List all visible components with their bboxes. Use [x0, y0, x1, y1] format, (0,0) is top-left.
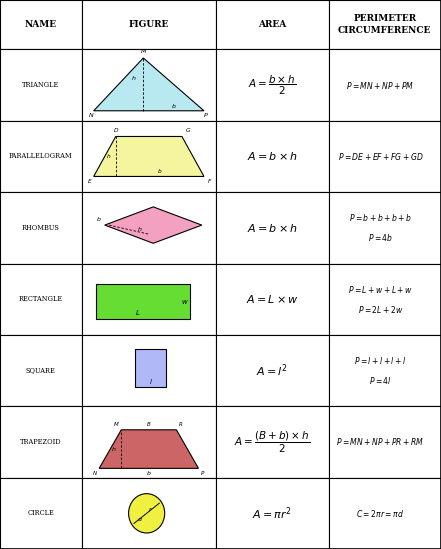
Bar: [0, 264, 82, 335]
Bar: [82, 335, 216, 406]
Text: TRIANGLE: TRIANGLE: [22, 81, 60, 89]
Bar: [216, 335, 329, 406]
Bar: [329, 478, 441, 549]
Text: $A=L\times w$: $A=L\times w$: [246, 293, 299, 305]
Text: l: l: [149, 379, 151, 385]
Text: TRAPEZOID: TRAPEZOID: [20, 438, 62, 446]
Bar: [96, 284, 190, 319]
Bar: [329, 121, 441, 192]
Text: w: w: [181, 299, 187, 305]
Bar: [216, 121, 329, 192]
Bar: [0, 478, 82, 549]
Bar: [82, 192, 216, 264]
Bar: [135, 349, 166, 387]
Text: $A=\dfrac{b\times h}{2}$: $A=\dfrac{b\times h}{2}$: [248, 74, 296, 97]
Text: $P=MN+NP+PR+RM$: $P=MN+NP+PR+RM$: [336, 436, 424, 447]
Bar: [0, 335, 82, 406]
Bar: [82, 0, 216, 49]
Text: PARALLELOGRAM: PARALLELOGRAM: [9, 153, 73, 160]
Text: PERIMETER
CIRCUMFERENCE: PERIMETER CIRCUMFERENCE: [338, 14, 431, 36]
Bar: [329, 406, 441, 478]
Text: $P = l+l+l+l$
$P = 4l$: $P = l+l+l+l$ $P = 4l$: [354, 355, 407, 386]
Text: $A=\dfrac{(B+b)\times h}{2}$: $A=\dfrac{(B+b)\times h}{2}$: [234, 429, 310, 455]
Bar: [216, 264, 329, 335]
Text: $P = L+w+L+w$
$P = 2L+2w$: $P = L+w+L+w$ $P = 2L+2w$: [348, 284, 413, 315]
Text: h: h: [131, 76, 135, 81]
Text: P: P: [204, 113, 208, 118]
Text: $P=DE+EF+FG+GD$: $P=DE+EF+FG+GD$: [337, 151, 423, 162]
Text: F: F: [208, 179, 211, 184]
Text: N: N: [89, 113, 94, 118]
Bar: [0, 49, 82, 121]
Bar: [216, 192, 329, 264]
Bar: [0, 121, 82, 192]
Bar: [82, 121, 216, 192]
Text: $P=MN+NP+PM$: $P=MN+NP+PM$: [346, 80, 415, 91]
Bar: [82, 49, 216, 121]
Bar: [0, 0, 82, 49]
Bar: [329, 192, 441, 264]
Text: h: h: [112, 446, 116, 452]
Text: b: b: [158, 169, 162, 174]
Text: r: r: [149, 507, 151, 512]
Bar: [216, 478, 329, 549]
Polygon shape: [105, 207, 202, 243]
Bar: [216, 49, 329, 121]
Bar: [0, 406, 82, 478]
Text: B: B: [147, 422, 151, 427]
Text: L: L: [136, 310, 140, 316]
Text: RHOMBUS: RHOMBUS: [22, 224, 60, 232]
Text: b: b: [147, 471, 151, 476]
Text: $C = 2\pi r = \pi d$: $C = 2\pi r = \pi d$: [356, 508, 404, 519]
Text: N: N: [93, 471, 97, 476]
Bar: [216, 0, 329, 49]
Text: $P = b+b+b+b$
$P = 4b$: $P = b+b+b+b$ $P = 4b$: [349, 212, 412, 243]
Text: d: d: [138, 517, 142, 522]
Text: M: M: [114, 422, 119, 427]
Text: CIRCLE: CIRCLE: [27, 509, 54, 517]
Text: $A=l^{2}$: $A=l^{2}$: [256, 362, 288, 379]
Text: E: E: [88, 179, 91, 184]
Bar: [82, 478, 216, 549]
Text: $A=b\times h$: $A=b\times h$: [247, 222, 298, 234]
Text: AREA: AREA: [258, 20, 287, 29]
Bar: [329, 49, 441, 121]
Text: M: M: [141, 49, 146, 54]
Text: b: b: [97, 217, 101, 222]
Text: h: h: [107, 154, 110, 159]
Text: R: R: [179, 422, 183, 427]
Text: b: b: [172, 104, 176, 109]
Text: NAME: NAME: [25, 20, 57, 29]
Polygon shape: [93, 58, 204, 111]
Text: h: h: [138, 227, 142, 232]
Polygon shape: [93, 137, 204, 176]
Bar: [82, 406, 216, 478]
Text: RECTANGLE: RECTANGLE: [19, 295, 63, 303]
Text: D: D: [113, 127, 118, 133]
Text: $A=b\times h$: $A=b\times h$: [247, 150, 298, 163]
Ellipse shape: [129, 494, 164, 533]
Polygon shape: [99, 430, 198, 468]
Bar: [329, 0, 441, 49]
Bar: [216, 406, 329, 478]
Bar: [329, 264, 441, 335]
Text: FIGURE: FIGURE: [129, 20, 169, 29]
Text: P: P: [201, 471, 205, 476]
Text: SQUARE: SQUARE: [26, 367, 56, 374]
Bar: [0, 192, 82, 264]
Bar: [329, 335, 441, 406]
Text: G: G: [186, 127, 190, 133]
Text: $A = \pi r^{2}$: $A = \pi r^{2}$: [252, 505, 292, 522]
Bar: [82, 264, 216, 335]
